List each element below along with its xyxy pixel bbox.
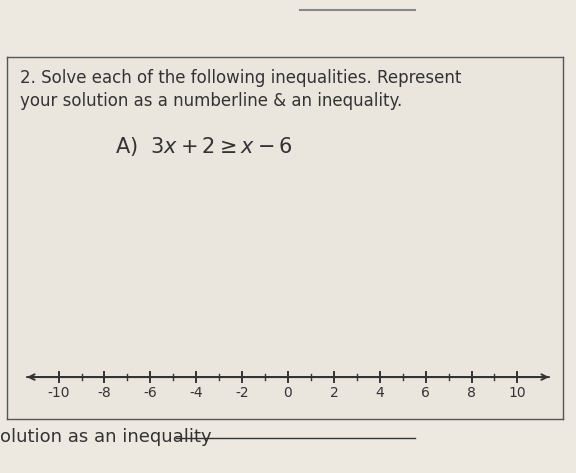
Text: 2. Solve each of the following inequalities. Represent: 2. Solve each of the following inequalit… — [20, 69, 461, 87]
Text: 0: 0 — [283, 386, 293, 400]
Text: -8: -8 — [97, 386, 111, 400]
Text: your solution as a numberline & an inequality.: your solution as a numberline & an inequ… — [20, 92, 403, 110]
Text: -6: -6 — [143, 386, 157, 400]
Text: 4: 4 — [376, 386, 384, 400]
Text: 10: 10 — [509, 386, 526, 400]
Text: olution as an inequality: olution as an inequality — [0, 428, 211, 446]
Text: 6: 6 — [421, 386, 430, 400]
Text: A)  $3x + 2 \geq x - 6$: A) $3x + 2 \geq x - 6$ — [115, 135, 293, 158]
Text: 8: 8 — [467, 386, 476, 400]
Text: -4: -4 — [190, 386, 203, 400]
Text: -10: -10 — [47, 386, 70, 400]
Text: -2: -2 — [236, 386, 249, 400]
Text: 2: 2 — [329, 386, 338, 400]
